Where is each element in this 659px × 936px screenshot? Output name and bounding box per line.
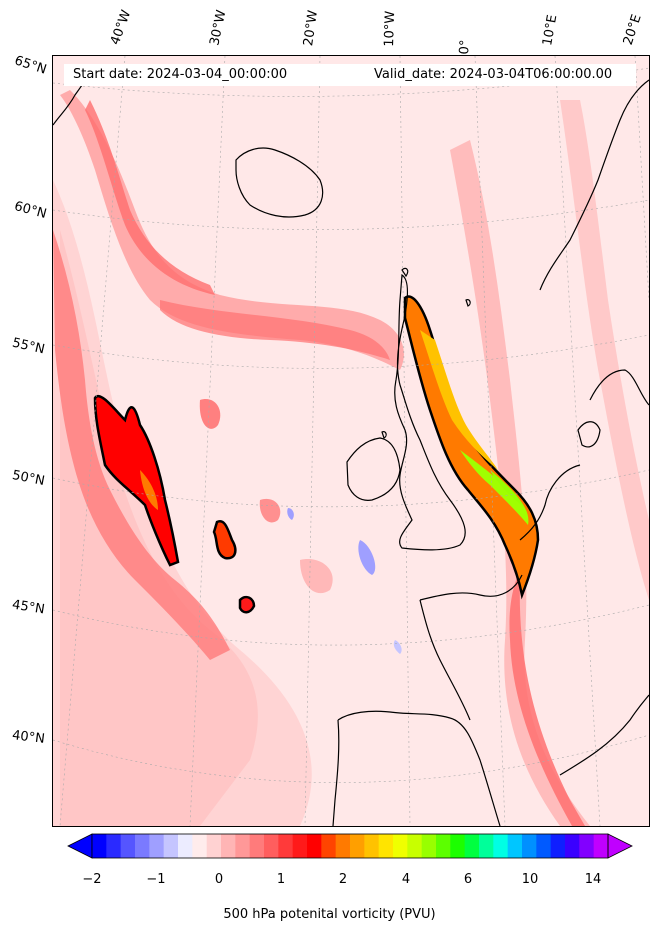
colorbar-tick-label: 4 (401, 872, 411, 887)
pv-maximum-small-2 (238, 595, 256, 614)
colorbar-tick-label: 10 (521, 872, 539, 887)
colorbar-extend-high (607, 833, 633, 859)
title-box (64, 64, 636, 86)
britain-coast (394, 273, 466, 551)
pv-maximum-small-1 (212, 519, 237, 560)
faroe-islands (381, 431, 387, 439)
colorbar-cell (192, 834, 208, 858)
colorbar-tick-label: 6 (463, 872, 473, 887)
sweden-coast (589, 369, 649, 406)
colorbar-tick-label: −2 (82, 872, 102, 887)
colorbar-cell (565, 834, 580, 858)
start-date-label: Start date: 2024-03-04_00:00:00 (73, 67, 288, 82)
iceland-coast (235, 147, 324, 218)
colorbar-cell (163, 834, 179, 858)
colorbar-cell (493, 834, 509, 858)
colorbar-cell (421, 834, 437, 858)
colorbar (67, 833, 633, 859)
pv-streamer-north (60, 90, 404, 370)
colorbar-cell (249, 834, 265, 858)
colorbar-outline (91, 833, 609, 859)
colorbar-cell (92, 834, 107, 858)
denmark-coast (577, 421, 601, 448)
colorbar-cells (92, 834, 609, 858)
colorbar-cell (593, 834, 609, 858)
graticule (53, 56, 649, 826)
netherlands-coast (519, 464, 581, 541)
pv-maximum-atlantic (93, 394, 180, 567)
colorbar-cell (522, 834, 537, 858)
pv-field-west (53, 180, 312, 826)
colorbar-cell (149, 834, 165, 858)
colorbar-extend-low (67, 833, 93, 859)
north-africa-coast (559, 694, 649, 776)
shetland-islands (401, 267, 471, 307)
lon-label-0: 0° (457, 39, 474, 55)
colorbar-cell (550, 834, 566, 858)
pv-filament-north-sea (403, 295, 540, 600)
colorbar-cell (221, 834, 236, 858)
colorbar-tick-label: 1 (276, 872, 286, 887)
colorbar-cell (235, 834, 251, 858)
colorbar-cell (106, 834, 122, 858)
colorbar-cell (536, 834, 552, 858)
france-coast (419, 574, 523, 721)
colorbar-cell (464, 834, 480, 858)
colorbar-cell (450, 834, 466, 858)
colorbar-cell (178, 834, 193, 858)
norway-coast (539, 79, 649, 291)
iberia-coast (332, 710, 501, 826)
pv-small-anomalies (199, 399, 402, 654)
colorbar-tick-label: −1 (146, 872, 166, 887)
colorbar-cell (135, 834, 150, 858)
ireland-coast (346, 437, 401, 501)
pv-streamer-west (53, 230, 230, 660)
colorbar-tick-label: 14 (584, 872, 602, 887)
colorbar-cell (393, 834, 408, 858)
lon-label-10w: 10°W (382, 10, 399, 47)
colorbar-cell (507, 834, 523, 858)
colorbar-cell (407, 834, 423, 858)
colorbar-cell (350, 834, 365, 858)
colorbar-cell (278, 834, 294, 858)
colorbar-cell (206, 834, 222, 858)
colorbar-cell (292, 834, 308, 858)
colorbar-tick-label: 0 (214, 872, 224, 887)
colorbar-cell (335, 834, 351, 858)
colorbar-cell (378, 834, 394, 858)
colorbar-cell (307, 834, 322, 858)
map-frame (52, 55, 650, 827)
colorbar-cell (479, 834, 494, 858)
valid-date-label: Valid_date: 2024-03-04T06:00:00.00 (374, 67, 613, 82)
colorbar-title: 500 hPa potenital vorticity (PVU) (223, 907, 436, 922)
colorbar-cell (264, 834, 279, 858)
colorbar-cell (321, 834, 337, 858)
colorbar-cell (579, 834, 595, 858)
colorbar-cell (120, 834, 136, 858)
colorbar-tick-label: 2 (338, 872, 348, 887)
colorbar-cell (364, 834, 380, 858)
colorbar-cell (436, 834, 451, 858)
coastlines (53, 71, 649, 826)
